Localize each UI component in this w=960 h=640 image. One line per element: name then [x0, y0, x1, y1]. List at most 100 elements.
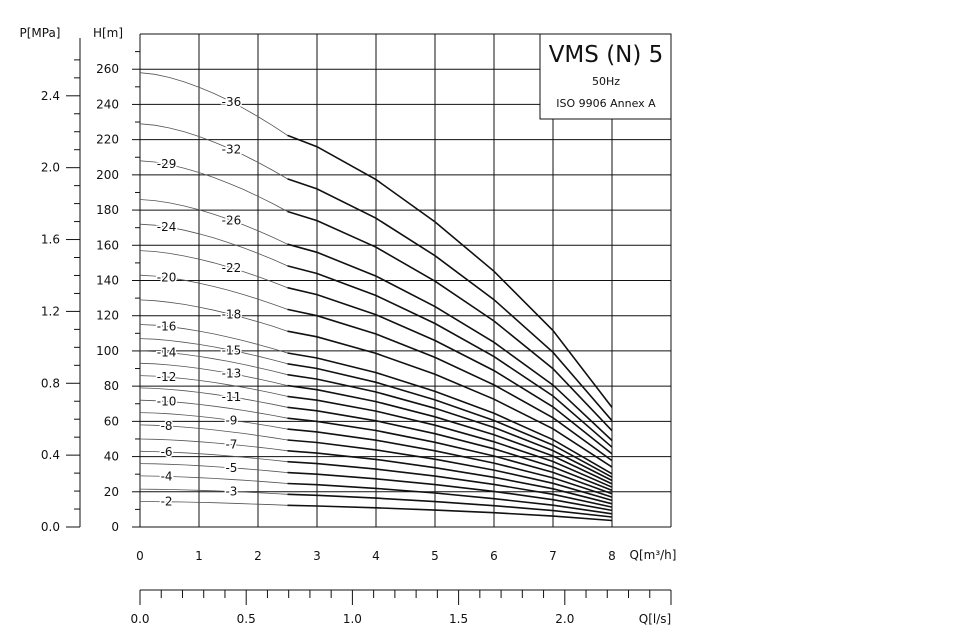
curve-extension: [139, 488, 288, 495]
flow-m3h-tick-label: 4: [372, 549, 380, 563]
curve-label: -4: [161, 469, 173, 483]
curve-extension: [139, 299, 288, 332]
curve-extension: [139, 72, 288, 136]
title-box: VMS (N) 5 50Hz ISO 9906 Annex A: [539, 33, 672, 120]
curve-extension: [139, 475, 288, 484]
curve-label: -9: [225, 413, 237, 427]
curve-label: -7: [225, 437, 237, 451]
flow-ls-tick-label: 2.0: [555, 612, 574, 626]
curve-operating: [287, 308, 613, 462]
flow-m3h-tick-label: 6: [490, 549, 498, 563]
curve-operating: [287, 460, 613, 508]
curve-operating: [287, 482, 613, 515]
axis-title-pressure: P[MPa]: [19, 26, 60, 40]
head-tick-label: 0: [111, 520, 119, 534]
head-tick-label: 20: [104, 485, 119, 499]
curve-label: -18: [222, 307, 242, 321]
performance-curves: [139, 72, 613, 522]
curve-extension: [139, 199, 288, 245]
axis-title-flow-ls: Q[l/s]: [639, 612, 671, 626]
curve-extension: [139, 160, 288, 212]
head-tick-label: 140: [96, 274, 119, 288]
curve-operating: [287, 450, 613, 505]
curve-operating: [287, 439, 613, 502]
curve-operating: [287, 286, 613, 455]
curve-extension: [139, 123, 288, 180]
head-tick-label: 160: [96, 238, 119, 252]
pressure-tick-label: 0.8: [41, 376, 60, 390]
head-tick-label: 100: [96, 344, 119, 358]
curve-extension: [139, 501, 288, 506]
curve-operating: [287, 428, 613, 498]
curve-operating: [287, 406, 613, 492]
curve-extension: [139, 223, 288, 267]
head-tick-label: 200: [96, 168, 119, 182]
flow-m3h-tick-label: 7: [549, 549, 557, 563]
head-tick-label: 260: [96, 62, 119, 76]
curve-extension: [139, 350, 288, 376]
curve-label: -15: [222, 343, 242, 357]
curve-operating: [287, 352, 613, 475]
flow-ls-tick-label: 1.0: [343, 612, 362, 626]
head-tick-label: 60: [104, 414, 119, 428]
axes: 0204060801001201401601802002202402600.00…: [41, 38, 672, 626]
curve-operating: [287, 471, 613, 512]
head-tick-label: 220: [96, 133, 119, 147]
curve-label: -24: [157, 220, 177, 234]
pressure-tick-label: 0.0: [41, 520, 60, 534]
curve-label: -32: [222, 142, 242, 156]
flow-ls-tick-label: 0.0: [130, 612, 149, 626]
curve-operating: [287, 504, 613, 522]
curve-label: -8: [161, 419, 173, 433]
curve-operating: [287, 265, 613, 448]
curve-label: -20: [157, 270, 177, 284]
title-model: VMS (N) 5: [549, 42, 664, 68]
curve-label: -26: [222, 213, 242, 227]
head-tick-label: 240: [96, 97, 119, 111]
flow-ls-tick-label: 0.5: [237, 612, 256, 626]
curve-operating: [287, 363, 613, 478]
curve-label: -3: [225, 485, 237, 499]
curve-extension: [139, 362, 288, 386]
curve-extension: [139, 463, 288, 473]
curve-extension: [139, 338, 288, 365]
pressure-tick-label: 2.4: [41, 89, 60, 103]
curve-operating: [287, 384, 613, 485]
curve-labels: -2 -3 -4 -5 -6 -7 -8 -9 -10 -11 -12 -13 -14 -15 -16 -18…: [155, 93, 243, 510]
title-frequency: 50Hz: [592, 75, 620, 88]
curve-operating: [287, 210, 613, 432]
curve-operating: [287, 243, 613, 442]
pressure-tick-label: 2.0: [41, 161, 60, 175]
curve-label: -14: [157, 345, 177, 359]
curve-operating: [287, 330, 613, 468]
curve-label: -5: [225, 461, 237, 475]
curve-operating: [287, 493, 613, 518]
title-standard: ISO 9906 Annex A: [556, 97, 656, 110]
head-tick-label: 80: [104, 379, 119, 393]
curve-operating: [287, 395, 613, 488]
flow-m3h-tick-label: 8: [608, 549, 616, 563]
curve-extension: [139, 387, 288, 408]
head-tick-label: 120: [96, 309, 119, 323]
curve-label: -6: [161, 445, 173, 459]
curve-extension: [139, 450, 288, 463]
curve-extension: [139, 424, 288, 441]
flow-m3h-tick-label: 5: [431, 549, 439, 563]
flow-ls-tick-label: 1.5: [449, 612, 468, 626]
curve-extension: [139, 250, 288, 289]
curve-extension: [139, 324, 288, 354]
curve-operating: [287, 178, 613, 422]
curve-extension: [139, 438, 288, 452]
pressure-tick-label: 0.4: [41, 448, 60, 462]
curve-extension: [139, 274, 288, 310]
curve-label: -2: [161, 495, 173, 509]
curve-label: -13: [222, 367, 242, 381]
curve-extension: [139, 375, 288, 397]
flow-m3h-tick-label: 2: [254, 549, 262, 563]
curve-label: -29: [157, 157, 177, 171]
curve-label: -22: [222, 261, 242, 275]
curve-label: -12: [157, 370, 177, 384]
pressure-tick-label: 1.6: [41, 233, 60, 247]
curve-label: -11: [222, 390, 242, 404]
